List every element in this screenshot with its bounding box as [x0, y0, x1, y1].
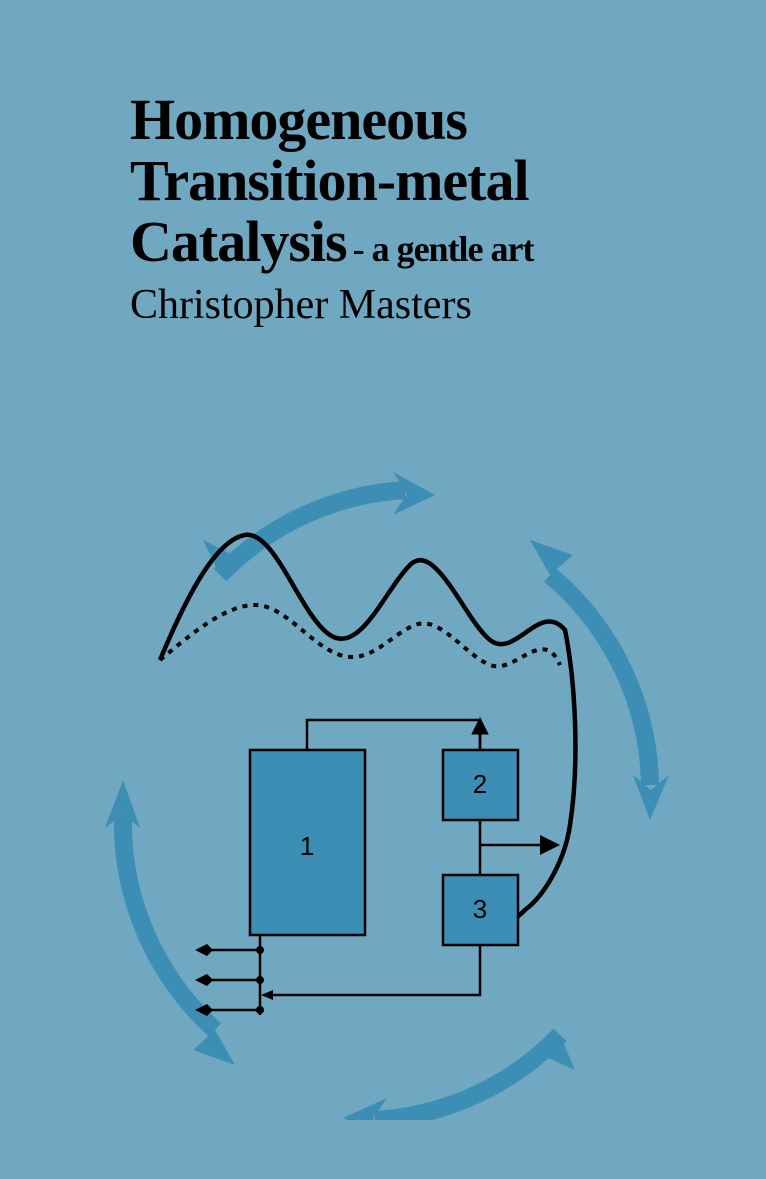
cover-diagram: 1 2 3 [75, 440, 685, 1120]
box-1-label: 1 [300, 831, 314, 861]
energy-curves [160, 535, 575, 932]
feed-inputs [195, 944, 264, 1016]
solid-energy-curve [160, 535, 575, 932]
subtitle: - a gentle art [353, 231, 534, 269]
box-2-label: 2 [473, 769, 487, 799]
box-3-label: 3 [473, 894, 487, 924]
cycle-arrows [105, 472, 669, 1120]
author-name: Christopher Masters [130, 281, 690, 329]
dotted-energy-curve [160, 605, 560, 666]
title-line-3: Catalysis - a gentle art [130, 212, 690, 273]
title-word-3: Catalysis [130, 212, 347, 273]
title-block: Homogeneous Transition-metal Catalysis -… [130, 90, 690, 329]
process-flow: 1 2 3 [195, 720, 555, 1016]
title-line-2: Transition-metal [130, 151, 690, 212]
return-arrowhead [261, 990, 273, 1000]
diagram-svg: 1 2 3 [75, 440, 685, 1120]
connector-top [307, 720, 480, 750]
title-line-1: Homogeneous [130, 90, 690, 151]
connector-return [271, 945, 480, 995]
